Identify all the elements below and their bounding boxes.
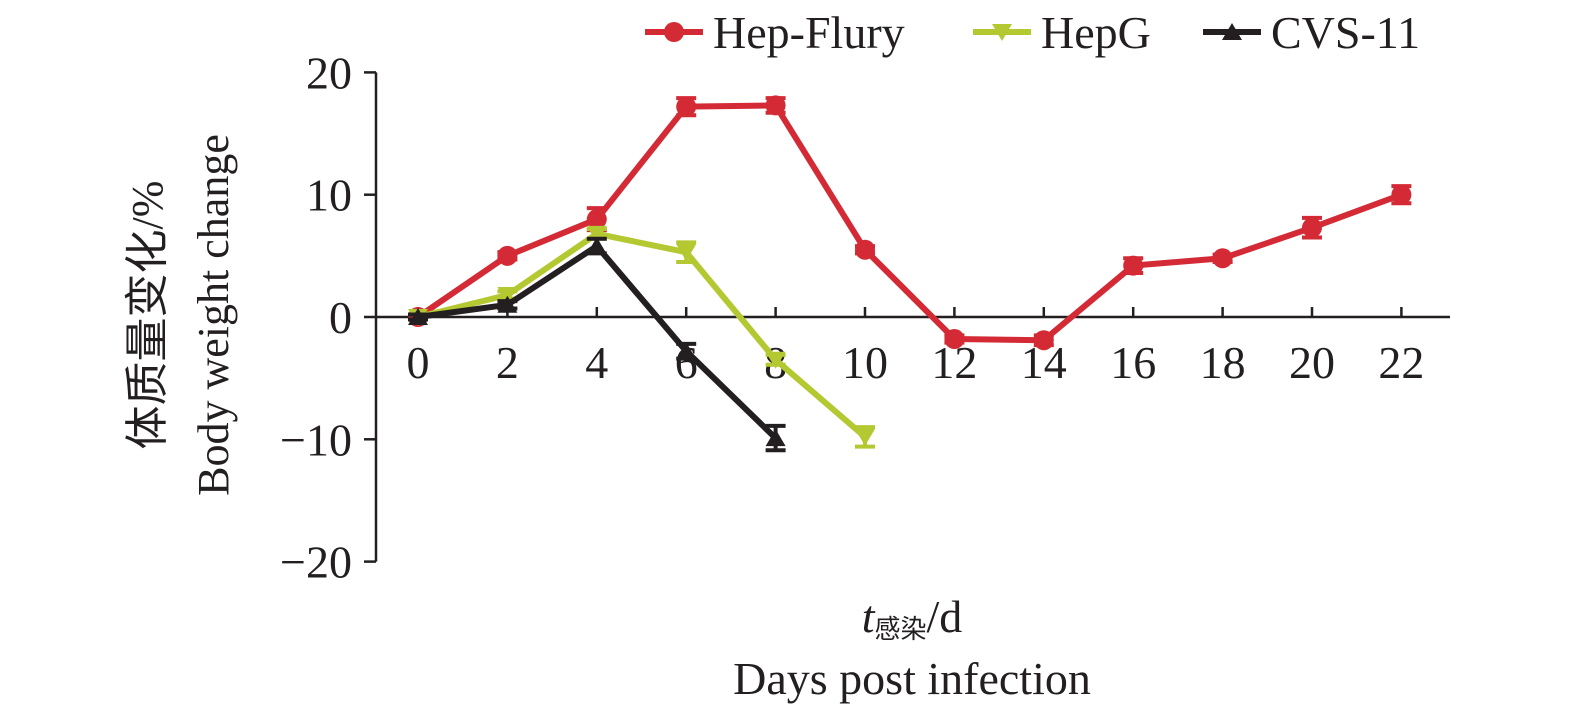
data-point-cvs-11: [765, 429, 786, 447]
series-hep-flury: [408, 95, 1412, 351]
data-point-hepg: [765, 351, 786, 369]
legend-marker-cvs-11: [1222, 23, 1242, 40]
legend-label-cvs-11: CVS-11: [1271, 7, 1420, 58]
legend-item-hepg: HepG: [973, 7, 1151, 58]
x-tick-label: 18: [1200, 337, 1246, 388]
series-hepg: [408, 225, 875, 449]
data-point-hep-flury: [1033, 330, 1054, 351]
x-axis-title-unit: /d: [927, 591, 963, 642]
x-tick-label: 6: [675, 337, 698, 388]
y-tick-label: −10: [280, 414, 352, 465]
y-tick-label: 0: [329, 292, 352, 343]
data-point-hep-flury: [676, 96, 697, 117]
data-point-hep-flury: [944, 329, 965, 350]
x-tick-label: 22: [1378, 337, 1424, 388]
data-point-hep-flury: [586, 209, 607, 230]
series-line-hep-flury: [416, 102, 1403, 344]
x-axis-title-sub: 感染: [874, 615, 926, 644]
legend-item-hep-flury: Hep-Flury: [645, 7, 905, 58]
legend: Hep-Flury HepG CVS-11: [645, 7, 1420, 58]
x-axis-ticks: 0246810121416182022: [407, 337, 1425, 388]
data-point-hep-flury: [1212, 248, 1233, 269]
x-axis-title-en: Days post infection: [733, 653, 1091, 704]
x-axis-title-var: t: [862, 591, 876, 642]
x-tick-label: 16: [1110, 337, 1156, 388]
y-tick-label: 20: [306, 47, 352, 98]
data-point-hepg: [586, 225, 607, 243]
data-point-hep-flury: [1302, 217, 1322, 238]
x-tick-label: 10: [842, 337, 888, 388]
data-point-hep-flury: [1391, 184, 1412, 205]
data-point-cvs-11: [408, 308, 428, 325]
legend-label-hepg: HepG: [1041, 7, 1151, 58]
data-point-hep-flury: [765, 95, 786, 116]
data-point-hepg: [676, 244, 697, 262]
y-axis-title-en: Body weight change: [189, 134, 238, 496]
axes: [364, 71, 1450, 563]
legend-item-cvs-11: CVS-11: [1203, 7, 1420, 58]
data-point-cvs-11: [586, 237, 607, 255]
y-axis-ticks: 20 10 0 −10 −20: [280, 47, 352, 587]
x-tick-label: 2: [496, 337, 519, 388]
legend-marker-hepg: [992, 24, 1012, 41]
data-point-hep-flury: [855, 239, 875, 260]
series-line-hepg: [417, 230, 867, 440]
x-axis-title: t感染/d Days post infection: [733, 591, 1091, 704]
data-point-hep-flury: [497, 245, 518, 266]
y-tick-label: 10: [306, 170, 352, 221]
y-axis-title: 体质量变化/% Body weight change: [123, 134, 238, 496]
x-tick-label: 4: [585, 337, 608, 388]
data-point-hepg: [855, 428, 875, 446]
series-cvs-11: [408, 236, 786, 453]
legend-label-hep-flury: Hep-Flury: [713, 7, 905, 58]
plot-area: [408, 95, 1412, 453]
y-tick-label: −20: [280, 537, 352, 588]
x-tick-label: 20: [1289, 337, 1335, 388]
y-axis-title-cn: 体质量变化/%: [123, 181, 172, 450]
x-tick-label: 0: [407, 337, 430, 388]
x-axis-title-cn: t感染/d: [862, 591, 963, 644]
data-point-cvs-11: [497, 295, 518, 313]
legend-marker-hep-flury: [664, 22, 684, 42]
data-point-hep-flury: [1123, 255, 1144, 276]
data-point-cvs-11: [676, 342, 697, 360]
data-point-hepg: [497, 286, 518, 304]
